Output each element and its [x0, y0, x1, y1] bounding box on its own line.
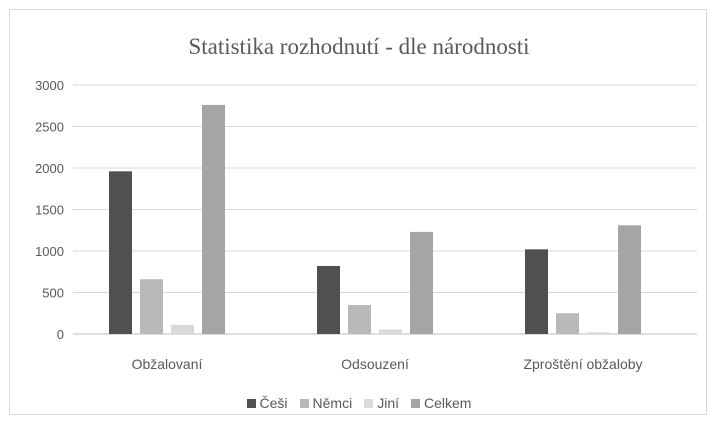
bar — [202, 104, 225, 334]
legend-swatch — [299, 398, 309, 408]
bar — [348, 304, 371, 334]
y-tick-label: 2500 — [35, 120, 64, 135]
bar — [410, 231, 433, 334]
y-tick-label: 3000 — [35, 78, 64, 93]
bar — [618, 225, 641, 334]
bar — [525, 249, 548, 334]
bar — [140, 279, 163, 334]
y-tick-label: 2000 — [35, 161, 64, 176]
legend-label: Celkem — [424, 395, 472, 411]
legend: Češi Němci Jiní Celkem — [0, 395, 718, 411]
bar — [379, 329, 402, 334]
y-tick-label: 500 — [42, 286, 64, 301]
bar — [171, 324, 194, 334]
legend-swatch — [364, 398, 374, 408]
legend-item: Němci — [299, 395, 353, 411]
legend-item: Jiní — [364, 395, 399, 411]
legend-swatch — [411, 398, 420, 408]
x-tick-label: Zproštění obžaloby — [523, 356, 642, 372]
y-tick-label: 1000 — [35, 244, 64, 259]
bar — [556, 313, 579, 334]
chart-title: Statistika rozhodnutí - dle národnosti — [188, 34, 530, 59]
bar — [587, 332, 610, 334]
x-tick-label: Obžalovaní — [132, 356, 203, 372]
legend-label: Jiní — [377, 395, 399, 411]
bar — [109, 171, 132, 334]
legend-swatch — [246, 398, 256, 408]
legend-label: Němci — [312, 395, 353, 411]
y-tick-label: 1500 — [35, 203, 64, 218]
legend-item: Celkem — [411, 395, 471, 411]
x-tick-label: Odsouzení — [341, 356, 409, 372]
bar — [317, 265, 340, 334]
legend-label: Češi — [259, 395, 288, 411]
legend-item: Češi — [246, 395, 288, 411]
y-tick-label: 0 — [57, 327, 64, 342]
